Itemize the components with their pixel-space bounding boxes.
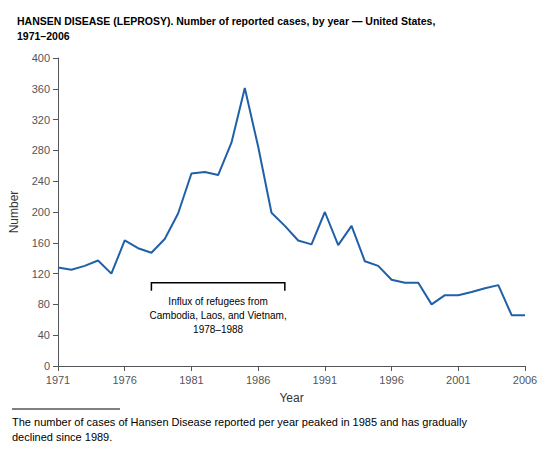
svg-text:320: 320 — [32, 114, 50, 126]
svg-text:1976: 1976 — [112, 374, 136, 386]
svg-text:Cambodia, Laos, and Vietnam,: Cambodia, Laos, and Vietnam, — [150, 310, 287, 321]
svg-text:1981: 1981 — [179, 374, 203, 386]
svg-text:240: 240 — [32, 175, 50, 187]
svg-text:The number of cases of Hansen: The number of cases of Hansen Disease re… — [12, 416, 467, 428]
svg-text:280: 280 — [32, 144, 50, 156]
svg-text:1996: 1996 — [379, 374, 403, 386]
svg-text:1971: 1971 — [46, 374, 70, 386]
svg-text:160: 160 — [32, 237, 50, 249]
svg-text:Influx of refugees from: Influx of refugees from — [168, 296, 268, 307]
svg-text:200: 200 — [32, 206, 50, 218]
svg-text:2001: 2001 — [446, 374, 470, 386]
svg-text:Year: Year — [279, 391, 303, 405]
svg-text:360: 360 — [32, 83, 50, 95]
svg-text:1978–1988: 1978–1988 — [193, 324, 243, 335]
svg-text:0: 0 — [44, 360, 50, 372]
svg-text:120: 120 — [32, 268, 50, 280]
svg-text:declined since 1989.: declined since 1989. — [12, 431, 112, 443]
svg-text:Number: Number — [7, 191, 21, 234]
svg-text:2006: 2006 — [513, 374, 537, 386]
svg-text:1971–2006: 1971–2006 — [17, 30, 70, 42]
svg-text:HANSEN DISEASE (LEPROSY). Numb: HANSEN DISEASE (LEPROSY). Number of repo… — [17, 15, 435, 27]
svg-text:1991: 1991 — [313, 374, 337, 386]
svg-text:40: 40 — [38, 329, 50, 341]
svg-text:1986: 1986 — [246, 374, 270, 386]
svg-text:80: 80 — [38, 298, 50, 310]
svg-text:400: 400 — [32, 52, 50, 64]
